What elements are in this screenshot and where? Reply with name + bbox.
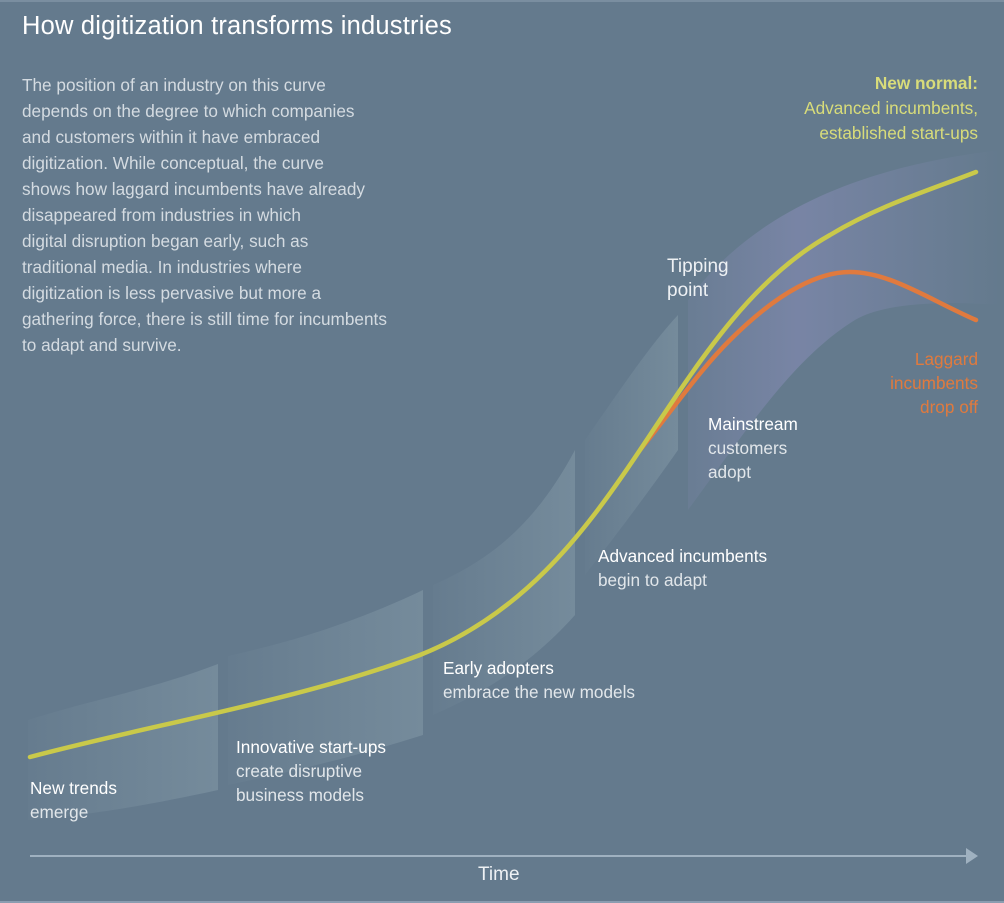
tipping-band bbox=[688, 150, 1000, 510]
stage-sub: customers adopt bbox=[708, 438, 788, 482]
intro-paragraph: The position of an industry on this curv… bbox=[22, 75, 387, 355]
stage-head: Innovative start-ups bbox=[236, 737, 386, 757]
stage-panel-3 bbox=[433, 450, 575, 715]
stage-label-innovative-startups: Innovative start-ups create disruptive b… bbox=[236, 735, 386, 807]
stage-panel-1 bbox=[28, 664, 218, 820]
laggard-curve bbox=[637, 269, 979, 453]
stage-label-early-adopters: Early adopters embrace the new models bbox=[443, 656, 635, 704]
new-normal-head: New normal: bbox=[874, 73, 978, 93]
stage-label-advanced-incumbents: Advanced incumbents begin to adapt bbox=[598, 544, 767, 592]
time-axis-arrow-icon bbox=[966, 848, 978, 864]
leader-curve bbox=[27, 169, 979, 760]
stage-sub: create disruptive business models bbox=[236, 761, 365, 805]
stage-sub: begin to adapt bbox=[598, 570, 707, 590]
stage-panel-4 bbox=[585, 315, 678, 575]
stage-head: Advanced incumbents bbox=[598, 546, 768, 566]
time-axis-label: Time bbox=[478, 864, 520, 885]
stage-label-mainstream: Mainstream customers adopt bbox=[708, 412, 798, 484]
page-title: How digitization transforms industries bbox=[22, 12, 452, 40]
laggard-label: Laggard incumbents drop off bbox=[890, 349, 978, 417]
tipping-point-label: Tipping point bbox=[667, 256, 729, 301]
new-normal-sub: Advanced incumbents, established start-u… bbox=[804, 98, 978, 143]
stage-sub: emerge bbox=[30, 802, 89, 822]
stage-label-new-trends: New trends emerge bbox=[30, 776, 117, 824]
stage-sub: embrace the new models bbox=[443, 682, 636, 702]
new-normal-label: New normal: Advanced incumbents, establi… bbox=[804, 71, 978, 146]
stage-head: Mainstream bbox=[708, 414, 798, 434]
stage-head: New trends bbox=[30, 778, 117, 798]
stage-head: Early adopters bbox=[443, 658, 554, 678]
